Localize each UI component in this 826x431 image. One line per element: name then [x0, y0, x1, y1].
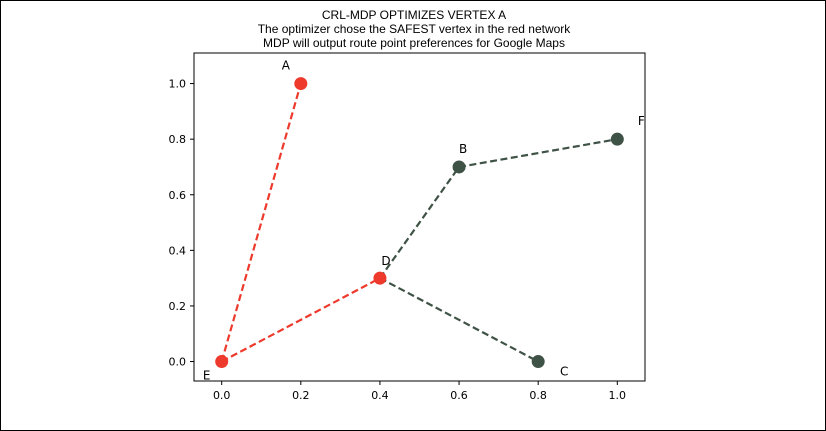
node-d-marker	[373, 271, 387, 285]
chart-title-line-2: The optimizer chose the SAFEST vertex in…	[258, 22, 572, 36]
chart-title-line-1: CRL-MDP OPTIMIZES VERTEX A	[322, 8, 506, 22]
edges-layer	[220, 83, 618, 363]
plot-area	[193, 52, 646, 382]
x-tick-label: 0.0	[213, 389, 231, 402]
edge-d-b	[379, 166, 460, 279]
x-tick-label: 0.4	[371, 389, 389, 402]
node-f-marker	[610, 132, 624, 146]
x-tick-label: 0.6	[450, 389, 468, 402]
nodes-layer: A B C D E F	[203, 59, 645, 383]
y-tick-label: 0.4	[169, 244, 187, 257]
y-tick-label: 0.0	[169, 356, 187, 369]
node-e-marker	[215, 355, 229, 369]
node-f-label: F	[638, 114, 645, 128]
y-tick-label: 0.8	[169, 133, 187, 146]
x-tick-label: 0.8	[529, 389, 547, 402]
edge-e-a	[220, 83, 302, 362]
x-tick-label: 0.2	[292, 389, 310, 402]
node-a-marker	[294, 77, 308, 91]
axes-layer: 0.0 0.2 0.4 0.6 0.8 1.0 0.0 0.2 0.4 0.6 0.8 1.0	[169, 78, 627, 402]
y-tick-label: 0.6	[169, 189, 187, 202]
node-e-label: E	[203, 369, 211, 383]
edge-e-d	[221, 277, 381, 363]
x-tick-label: 1.0	[609, 389, 627, 402]
edge-d-c	[379, 277, 539, 363]
node-b-marker	[452, 160, 466, 174]
node-c-marker	[531, 355, 545, 369]
y-tick-label: 1.0	[169, 78, 187, 91]
node-a-label: A	[282, 59, 291, 73]
node-b-label: B	[459, 142, 467, 156]
node-c-label: C	[560, 365, 568, 379]
node-d-label: D	[381, 254, 390, 268]
y-tick-label: 0.2	[169, 300, 187, 313]
edge-b-f	[458, 138, 618, 169]
chart-title-line-3: MDP will output route point preferences …	[263, 36, 565, 50]
